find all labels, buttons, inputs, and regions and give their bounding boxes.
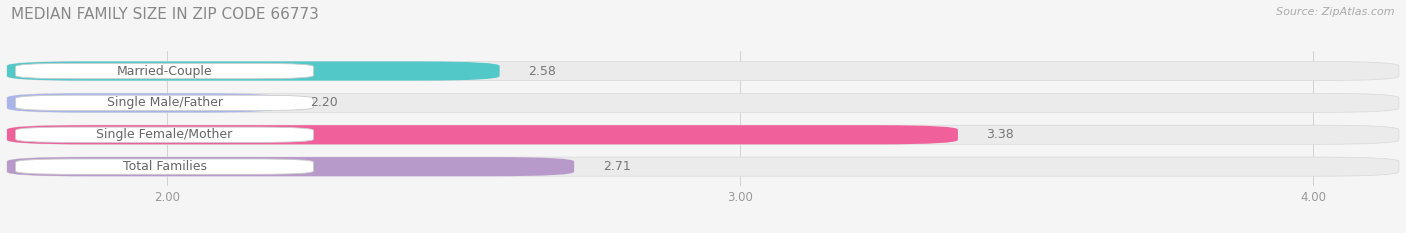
Text: 2.71: 2.71 [603, 160, 630, 173]
Text: 2.20: 2.20 [311, 96, 339, 110]
FancyBboxPatch shape [7, 125, 1399, 144]
FancyBboxPatch shape [7, 93, 283, 113]
Text: 2.58: 2.58 [529, 65, 557, 78]
FancyBboxPatch shape [15, 159, 314, 174]
FancyBboxPatch shape [7, 157, 574, 176]
FancyBboxPatch shape [15, 95, 314, 110]
FancyBboxPatch shape [7, 62, 1399, 81]
FancyBboxPatch shape [7, 157, 1399, 176]
FancyBboxPatch shape [7, 125, 957, 144]
FancyBboxPatch shape [7, 62, 499, 81]
Text: Source: ZipAtlas.com: Source: ZipAtlas.com [1277, 7, 1395, 17]
FancyBboxPatch shape [7, 93, 1399, 113]
FancyBboxPatch shape [15, 127, 314, 142]
Text: Total Families: Total Families [122, 160, 207, 173]
Text: Married-Couple: Married-Couple [117, 65, 212, 78]
Text: 3.38: 3.38 [987, 128, 1014, 141]
Text: Single Female/Mother: Single Female/Mother [97, 128, 232, 141]
Text: MEDIAN FAMILY SIZE IN ZIP CODE 66773: MEDIAN FAMILY SIZE IN ZIP CODE 66773 [11, 7, 319, 22]
FancyBboxPatch shape [15, 63, 314, 79]
Text: Single Male/Father: Single Male/Father [107, 96, 222, 110]
